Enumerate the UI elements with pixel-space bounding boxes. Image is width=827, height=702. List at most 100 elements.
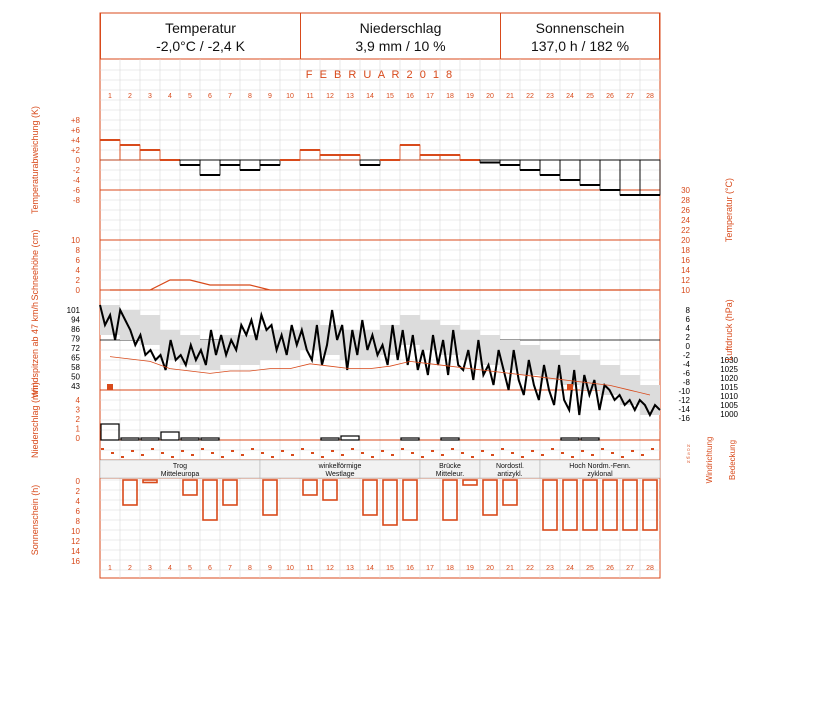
precip-bar [120,437,140,441]
wind-direction-mark [241,454,244,456]
pressure-anomaly-line [99,304,661,418]
temp-anomaly-tick: 0 [76,156,81,165]
wind-direction-mark [301,448,304,450]
temp-right-axis-label: Temperatur (°C) [724,178,734,242]
day-label-top: 4 [168,93,172,100]
temp-anomaly-bar [199,159,221,176]
wind-direction-mark [211,452,214,454]
wind-direction-mark [621,456,624,458]
wind-tick: 50 [71,373,80,382]
day-label-bottom: 16 [406,565,414,572]
temp-right-tick: 18 [681,246,690,255]
day-label-top: 11 [306,93,313,100]
wind-direction-mark [181,450,184,452]
day-label-bottom: 24 [566,565,574,572]
day-label-bottom: 21 [506,565,514,572]
temp-anomaly-tick: +6 [71,126,81,135]
day-label-top: 27 [626,93,634,100]
day-label-top: 24 [566,93,574,100]
day-label-bottom: 23 [546,565,554,572]
day-label-top: 17 [426,93,434,100]
wind-direction-mark [141,454,144,456]
day-label-bottom: 26 [606,565,614,572]
wind-direction-mark [321,456,324,458]
pressure-anom-tick: 8 [686,306,691,315]
sunshine-bar [462,479,478,486]
sunshine-tick: 12 [71,537,80,546]
header-sunshine-title: Sonnenschein [535,20,625,36]
temp-anomaly-bar [519,159,541,171]
sunshine-bar [642,479,658,531]
temp-right-tick: 22 [681,226,690,235]
day-label-top: 25 [586,93,594,100]
wind-direction-mark [221,456,224,458]
pressure-range-band [100,305,660,415]
wind-direction-mark [471,456,474,458]
pressure-axis-label: Luftdruck (hPa) [724,299,734,361]
day-label-top: 3 [148,93,152,100]
temp-anomaly-tick: +2 [71,146,81,155]
precip-bar [180,437,200,441]
header-precipitation-value: 3,9 mm / 10 % [355,38,446,54]
header-temperature-value: -2,0°C / -2,4 K [156,38,245,54]
day-label-bottom: 1 [108,565,112,572]
day-label-bottom: 11 [306,565,313,572]
sunshine-bar [222,479,238,506]
snow-depth-line [110,279,650,291]
pressure-anom-tick: -6 [683,369,691,378]
wind-direction-mark [371,456,374,458]
day-label-bottom: 15 [386,565,394,572]
pressure-anom-tick: -12 [678,396,690,405]
temp-right-tick: 26 [681,206,690,215]
wind-direction-mark [511,452,514,454]
pressure-anom-tick: -4 [683,360,691,369]
wind-direction-mark [461,452,464,454]
header-precipitation: Niederschlag 3,9 mm / 10 % [300,13,500,59]
wind-direction-mark [231,450,234,452]
temp-right-tick: 10 [681,286,690,295]
snow-tick: 2 [76,276,81,285]
day-label-bottom: 28 [646,565,654,572]
weather-type-box [539,459,661,479]
day-label-top: 10 [286,93,294,100]
day-label-bottom: 5 [188,565,192,572]
day-label-top: 12 [326,93,334,100]
weather-type-label: Nordostl. [496,463,524,470]
wind-axis-label: Windspitzen ab 47 km/h [30,302,40,398]
day-label-bottom: 7 [228,565,232,572]
header-precipitation-title: Niederschlag [359,20,442,36]
sunshine-bar [542,479,558,531]
wind-direction-mark [441,454,444,456]
pressure-anom-tick: 2 [686,333,691,342]
wind-direction-mark [261,452,264,454]
temp-right-tick: 20 [681,236,690,245]
weather-type-label: zyklonal [587,471,613,478]
temp-anomaly-bar [579,159,601,186]
wind-direction-mark [331,450,334,452]
day-label-top: 26 [606,93,614,100]
wind-direction-mark [111,452,114,454]
wind-direction-mark [611,452,614,454]
day-label-bottom: 14 [366,565,374,572]
weather-type-label: Brücke [439,463,461,470]
wind-direction-mark [251,448,254,450]
sunshine-bar [142,479,158,484]
day-label-top: 7 [228,93,232,100]
wind-tick: 58 [71,363,80,372]
wind-direction-mark [191,454,194,456]
sunshine-tick: 16 [71,557,80,566]
precip-tick: 3 [76,406,81,415]
weather-type-label: Mitteleur. [436,471,464,478]
direction-label: N [687,459,690,464]
temp-anomaly-tick: +8 [71,116,81,125]
precip-bar [140,437,160,441]
pressure-anom-tick: 0 [686,342,691,351]
weather-type-label: Westlage [325,471,354,478]
snow-tick: 10 [71,236,80,245]
sunshine-bar [202,479,218,521]
day-label-top: 14 [366,93,374,100]
snow-axis-label: Schneehöhe (cm) [30,229,40,300]
wind-direction-mark [501,448,504,450]
sunshine-bar [442,479,458,521]
